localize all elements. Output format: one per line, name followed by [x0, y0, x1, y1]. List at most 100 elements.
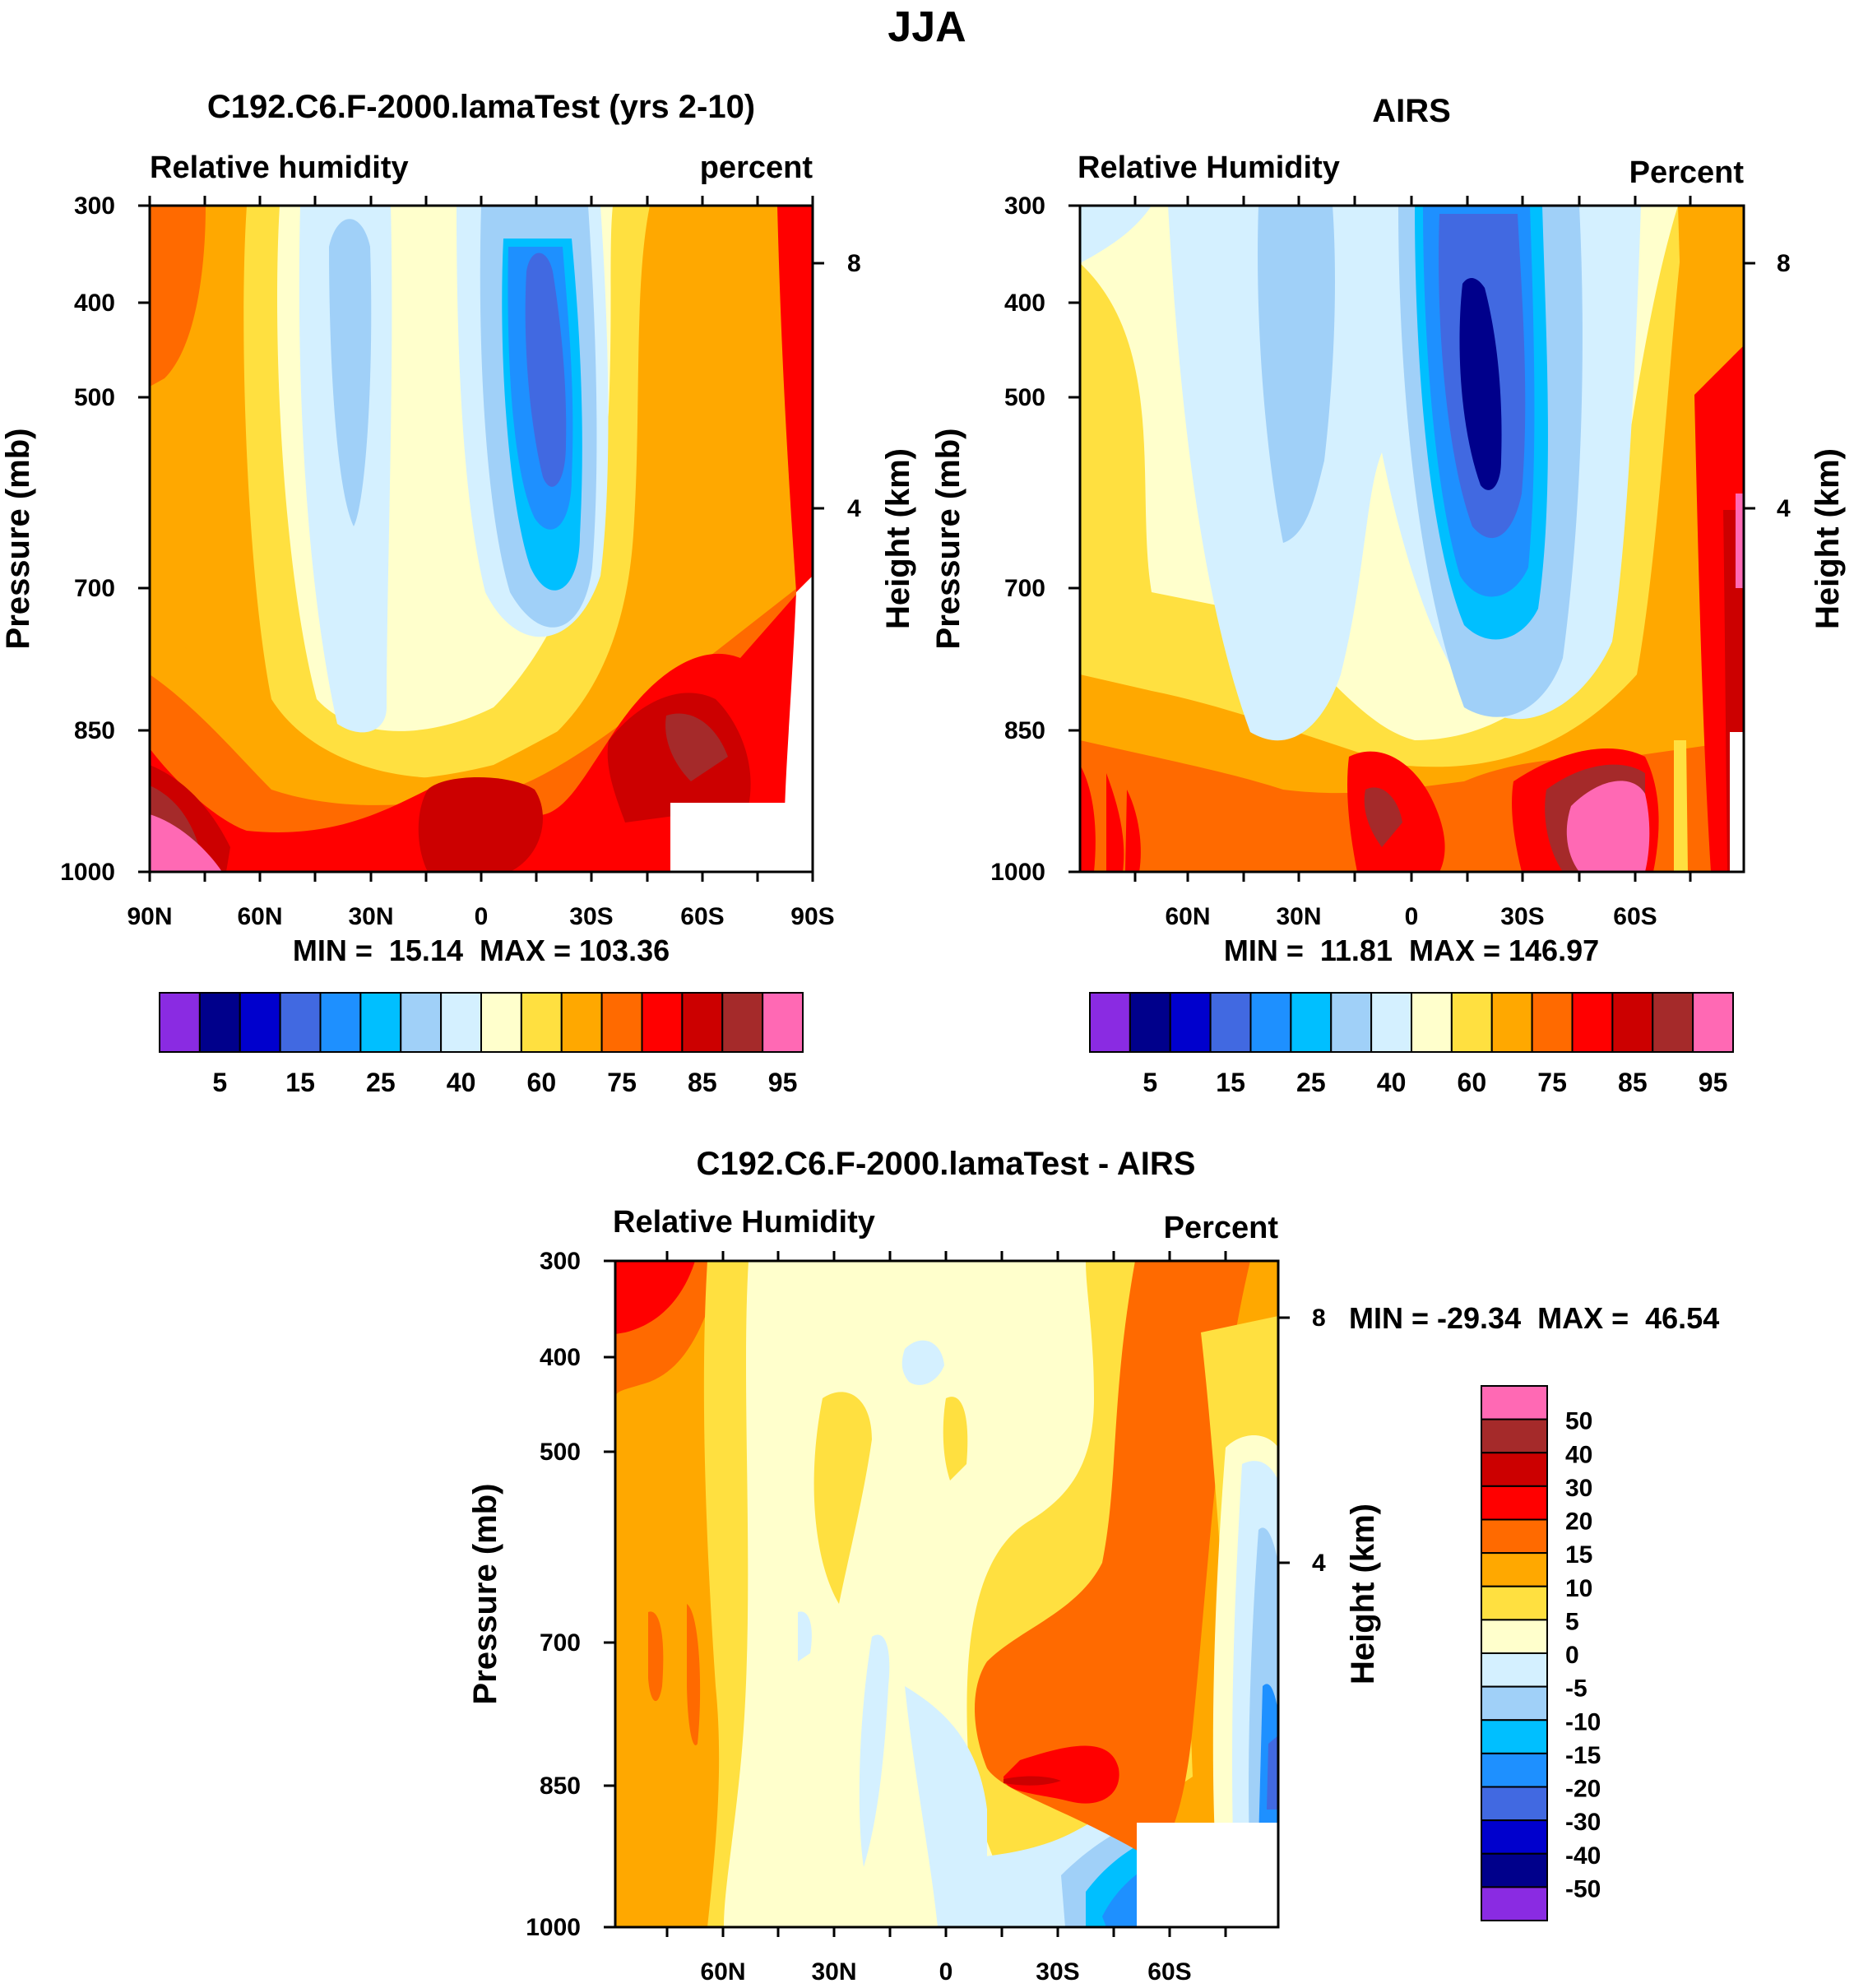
colorbar-label: -20 — [1565, 1776, 1601, 1803]
colorbar-label: 15 — [285, 1068, 315, 1097]
colorbar-swatch — [1089, 992, 1131, 1053]
y-tick-label: 300 — [74, 192, 115, 220]
contour-field — [150, 206, 813, 872]
colorbar-swatch — [1481, 1685, 1548, 1722]
y-tick-label: 1000 — [990, 859, 1045, 886]
y-right-axis-label: Height (km) — [880, 448, 916, 629]
colorbar-label: 75 — [607, 1068, 637, 1097]
contour-field — [1080, 206, 1744, 872]
colorbar-label: 95 — [768, 1068, 798, 1097]
colorbar-swatch — [1290, 992, 1333, 1053]
y-tick-label: 400 — [1004, 290, 1045, 317]
colorbar-swatch — [359, 992, 402, 1053]
colorbar-swatch — [159, 992, 201, 1053]
colorbar-swatch — [1481, 1852, 1548, 1888]
colorbar-swatch — [1481, 1819, 1548, 1855]
colorbar-label: 60 — [1458, 1068, 1487, 1097]
x-tick-label: 30N — [811, 1958, 856, 1986]
colorbar-swatch — [279, 992, 322, 1053]
colorbar-swatch — [681, 992, 724, 1053]
colorbar-label: 85 — [688, 1068, 717, 1097]
colorbar-swatch — [1481, 1485, 1548, 1521]
colorbar-swatch — [480, 992, 522, 1053]
y-right-tick-label: 4 — [1777, 495, 1791, 522]
panel-airs: AIRS Relative Humidity Percent — [930, 93, 1846, 967]
colorbar-swatch — [1531, 992, 1574, 1053]
colorbar-label: 5 — [1143, 1068, 1157, 1097]
colorbar-label: 0 — [1565, 1642, 1579, 1669]
y-tick-label: 700 — [74, 575, 115, 602]
y-tick-label: 1000 — [60, 859, 115, 886]
colorbars: 5 15 25 40 60 75 85 95 5 15 25 40 60 75 85 955040302015… — [159, 992, 1734, 1921]
colorbar-label: 25 — [366, 1068, 396, 1097]
colorbar-swatch — [1481, 1786, 1548, 1822]
y-tick-label: 850 — [540, 1773, 581, 1800]
colorbar-swatch — [762, 992, 804, 1053]
colorbar-swatch — [1481, 1418, 1548, 1454]
colorbar-swatch — [198, 992, 241, 1053]
colorbar-swatch — [1481, 1752, 1548, 1788]
colorbar-swatch — [1129, 992, 1171, 1053]
x-tick-label: 0 — [475, 903, 489, 930]
x-tick-label: 0 — [1405, 903, 1419, 930]
y-tick-label: 300 — [1004, 192, 1045, 220]
y-right-axis-label: Height (km) — [1810, 448, 1846, 629]
colorbar-swatch — [1481, 1552, 1548, 1587]
panel-title: AIRS — [1372, 93, 1451, 129]
y-tick-label: 300 — [540, 1248, 581, 1275]
colorbar-label: -30 — [1565, 1809, 1601, 1836]
right-subtitle: Percent — [1164, 1211, 1279, 1245]
right-subtitle: Percent — [1629, 155, 1745, 190]
x-tick-label: 30S — [1036, 1958, 1079, 1986]
colorbar-swatch — [1481, 1452, 1548, 1487]
colorbar-swatch — [600, 992, 643, 1053]
left-subtitle: Relative Humidity — [613, 1205, 875, 1240]
colorbar-label: 40 — [1565, 1441, 1592, 1468]
x-tick-label: 60S — [1613, 903, 1657, 930]
left-subtitle: Relative humidity — [150, 151, 409, 185]
colorbar-label: 10 — [1565, 1575, 1592, 1602]
left-subtitle: Relative Humidity — [1078, 151, 1340, 185]
y-tick-label: 400 — [540, 1344, 581, 1371]
colorbar-swatch — [1481, 1652, 1548, 1688]
colorbar-swatch — [1481, 1585, 1548, 1621]
colorbar-label: 5 — [1565, 1608, 1579, 1635]
stats-label: MIN = -29.34 MAX = 46.54 — [1349, 1301, 1719, 1335]
colorbar-label: 15 — [1565, 1541, 1592, 1569]
colorbar-label: -10 — [1565, 1708, 1601, 1735]
y-tick-label: 500 — [540, 1439, 581, 1466]
colorbar-label: 25 — [1296, 1068, 1326, 1097]
colorbar-swatch — [721, 992, 764, 1053]
y-right-tick-label: 8 — [1312, 1304, 1326, 1332]
colorbar-swatch — [1450, 992, 1493, 1053]
x-tick-label: 30S — [1500, 903, 1544, 930]
colorbar-swatch — [1169, 992, 1212, 1053]
contour-field — [615, 1261, 1278, 1927]
colorbar-swatch — [641, 992, 684, 1053]
colorbar-swatch — [1370, 992, 1412, 1053]
colorbar-swatch — [319, 992, 362, 1053]
y-tick-label: 1000 — [526, 1914, 581, 1941]
x-tick-label: 60N — [1165, 903, 1210, 930]
colorbar-label: 40 — [1377, 1068, 1407, 1097]
colorbar-label: 40 — [447, 1068, 476, 1097]
colorbar-swatch — [1481, 1619, 1548, 1654]
colorbar-swatch — [440, 992, 482, 1053]
colorbar-swatch — [1692, 992, 1734, 1053]
colorbar-swatch — [520, 992, 563, 1053]
colorbar-label: 60 — [527, 1068, 557, 1097]
colorbar-label: 5 — [212, 1068, 227, 1097]
y-tick-label: 400 — [74, 290, 115, 317]
panel-title: C192.C6.F-2000.lamaTest (yrs 2-10) — [207, 89, 755, 125]
colorbar-swatch — [1209, 992, 1252, 1053]
x-tick-label: 30N — [348, 903, 393, 930]
x-tick-label: 90N — [127, 903, 172, 930]
panel-title: C192.C6.F-2000.lamaTest - AIRS — [697, 1146, 1196, 1182]
colorbar-label: 75 — [1537, 1068, 1567, 1097]
colorbar-swatch — [239, 992, 281, 1053]
y-right-tick-label: 8 — [847, 250, 861, 277]
colorbar-label: -50 — [1565, 1875, 1601, 1902]
x-tick-label: 30S — [569, 903, 613, 930]
colorbar-swatch — [1481, 1385, 1548, 1420]
y-tick-label: 700 — [1004, 575, 1045, 602]
